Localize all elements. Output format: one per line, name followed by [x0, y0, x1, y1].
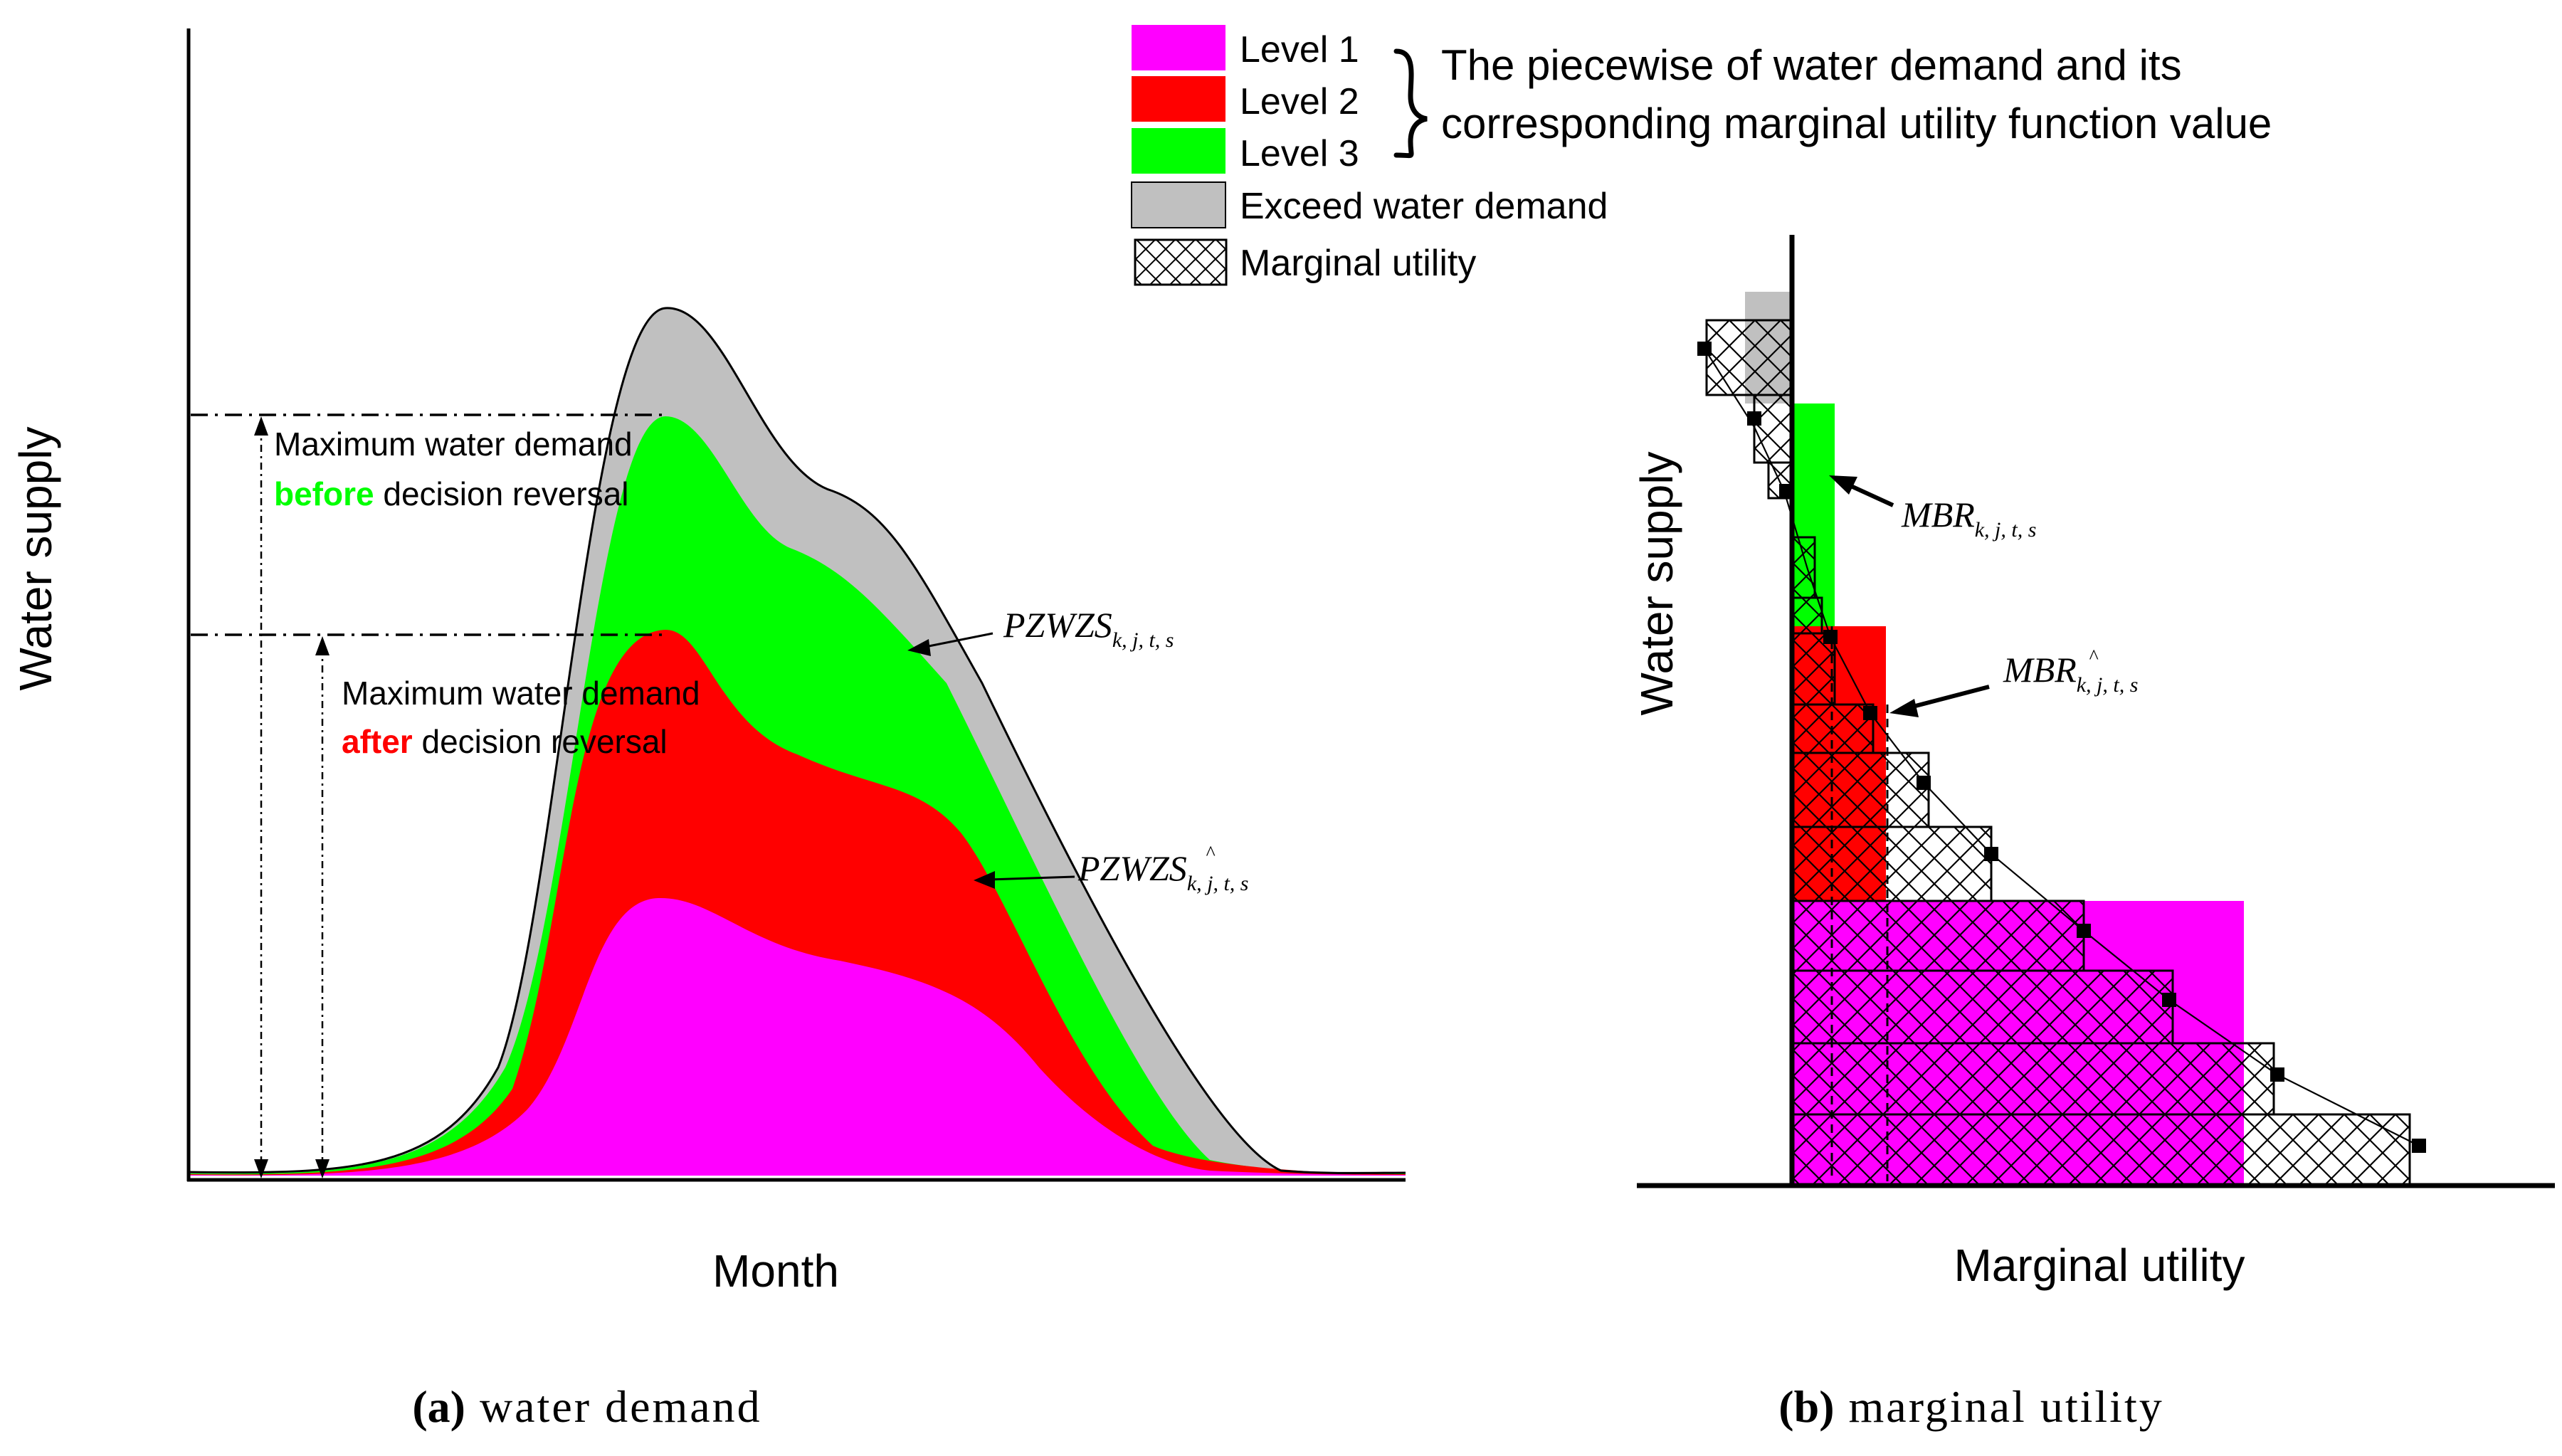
- annot-before-line2: before decision reversal: [274, 475, 629, 512]
- annot-after-line2: after decision reversal: [342, 723, 668, 760]
- before-double-arrow: [254, 416, 268, 1178]
- mu-step: [1792, 1113, 2411, 1187]
- legend-swatch-exceed: [1131, 181, 1226, 228]
- pzwzs-hat-mark: ^: [1206, 843, 1216, 865]
- mbr-hat-sub: k, j, t, s: [2077, 673, 2139, 697]
- legend-label-exceed: Exceed water demand: [1240, 186, 1608, 227]
- panel-b-caption-tag: (b): [1778, 1381, 1834, 1432]
- mu-step: [1792, 825, 1993, 902]
- marginal-steps: [1705, 319, 2411, 1187]
- pzwzs-sub: k, j, t, s: [1112, 628, 1174, 652]
- mbr-hat-main: MBR: [2003, 650, 2077, 690]
- legend-swatch-level1: [1132, 25, 1225, 70]
- mu-curve: [1704, 348, 2420, 1146]
- mu-step: [1792, 969, 2174, 1045]
- panel-a-caption: (a) water demand: [412, 1381, 761, 1432]
- legend-label-marginal: Marginal utility: [1240, 243, 1476, 284]
- mu-point: [1823, 630, 1838, 644]
- pzwzs-hat-label: PZWZSk, j, t, s: [1077, 848, 1248, 895]
- panel-a: Maximum water demand before decision rev…: [10, 28, 1406, 1432]
- mu-point: [2412, 1139, 2426, 1153]
- annot-before-rest: decision reversal: [374, 475, 629, 512]
- level1-area: [189, 897, 1406, 1176]
- mu-point: [1863, 706, 1877, 720]
- pzwzs-label: PZWZSk, j, t, s: [1003, 605, 1174, 652]
- pzwzs-hat-sub: k, j, t, s: [1187, 872, 1249, 895]
- mu-step: [1792, 632, 1836, 706]
- mu-point: [1697, 342, 1712, 356]
- mbr-sub: k, j, t, s: [1975, 518, 2037, 542]
- brace-note-line2: corresponding marginal utility function …: [1441, 100, 2272, 147]
- total-curve-line: [188, 307, 1406, 1174]
- legend-brace: [1393, 48, 1428, 159]
- mu-step: [1792, 900, 2085, 972]
- annot-after-rest: decision reversal: [413, 723, 668, 760]
- legend-label-level1: Level 1: [1240, 29, 1359, 70]
- pzwzs-pointer: [907, 632, 993, 656]
- brace-note-line1: The piecewise of water demand and its: [1441, 41, 2182, 89]
- mu-point: [1984, 847, 1998, 861]
- legend-label-level2: Level 2: [1240, 81, 1359, 122]
- annot-before-line1: Maximum water demand: [274, 426, 633, 463]
- mu-step: [1753, 394, 1795, 464]
- legend-swatch-level2: [1132, 76, 1225, 122]
- panel-b: MBRk, j, t, s MBRk, j, t, s ^ Water supp…: [1631, 235, 2555, 1432]
- mu-step: [1792, 1042, 2275, 1116]
- mbr-pointer: [1829, 475, 1894, 507]
- mu-point: [2270, 1067, 2284, 1082]
- pzwzs-hat-main: PZWZS: [1077, 848, 1187, 888]
- mbr-hat-label: MBRk, j, t, s: [2003, 650, 2138, 697]
- after-double-arrow: [315, 636, 330, 1178]
- panel-a-caption-tag: (a): [412, 1381, 465, 1432]
- panel-b-caption: (b) marginal utility: [1778, 1381, 2163, 1432]
- level2-area: [189, 629, 1406, 1176]
- mu-step: [1792, 703, 1875, 754]
- legend: Level 1 Level 2 Level 3 Exceed water dem…: [1131, 25, 2272, 286]
- mu-step: [1792, 596, 1823, 635]
- mbr-hat-mark: ^: [2089, 646, 2099, 668]
- annot-after-emph: after: [342, 723, 413, 760]
- panel-a-ylabel: Water supply: [10, 426, 61, 690]
- annot-before-emph: before: [274, 475, 374, 512]
- mu-point: [1747, 411, 1761, 426]
- mu-point: [1917, 776, 1931, 790]
- legend-swatch-level3: [1132, 128, 1225, 174]
- panel-a-xlabel: Month: [712, 1245, 839, 1297]
- annot-after-line1: Maximum water demand: [342, 675, 700, 712]
- panel-b-caption-text: marginal utility: [1849, 1381, 2164, 1432]
- mbr-main: MBR: [1901, 495, 1975, 534]
- legend-swatch-marginal: [1134, 238, 1228, 286]
- legend-label-level3: Level 3: [1240, 133, 1359, 174]
- mbr-hat-pointer: [1889, 685, 1990, 717]
- mu-point: [2162, 993, 2176, 1007]
- pzwzs-main: PZWZS: [1003, 605, 1112, 645]
- panel-b-ylabel: Water supply: [1631, 451, 1682, 715]
- panel-b-xlabel: Marginal utility: [1954, 1240, 2245, 1291]
- mu-step: [1792, 536, 1816, 599]
- mu-step: [1705, 319, 1795, 396]
- mu-point: [2077, 924, 2091, 938]
- pzwzs-hat-pointer: [974, 871, 1075, 889]
- panel-a-caption-text: water demand: [480, 1381, 762, 1432]
- mbr-label: MBRk, j, t, s: [1901, 495, 2036, 542]
